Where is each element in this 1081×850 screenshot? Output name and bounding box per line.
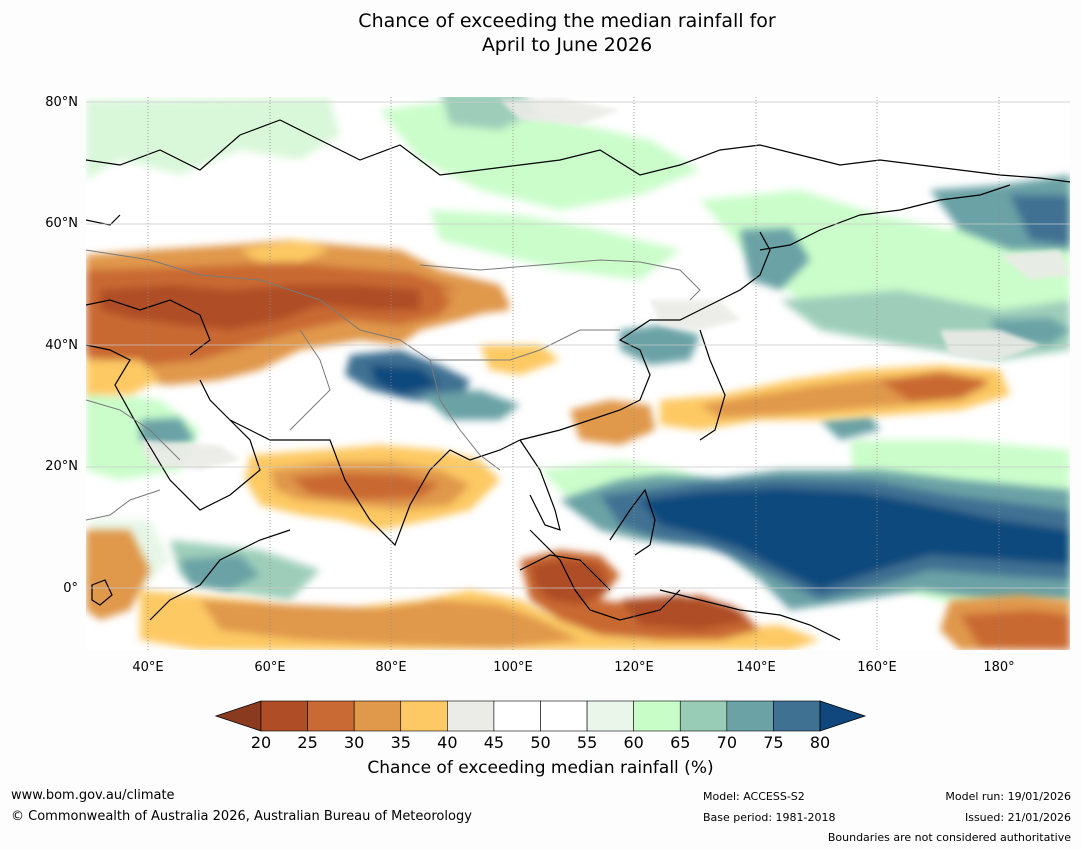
colorbar-tick-label: 75 <box>763 733 784 752</box>
lat-label-80n: 80°N <box>45 95 78 110</box>
colorbar-cell <box>773 700 821 732</box>
map-title: Chance of exceeding the median rainfall … <box>0 9 1081 57</box>
colorbar-cell <box>353 700 402 732</box>
colorbar-cell <box>586 700 634 732</box>
above-median-wet-areas <box>140 175 1070 610</box>
disclaimer-text: Boundaries are not considered authoritat… <box>827 831 1071 844</box>
colorbar-tick-label: 65 <box>670 733 691 752</box>
colorbar-tick-label: 40 <box>437 733 458 752</box>
below-median-dry-areas <box>86 240 1070 650</box>
lon-label-160e: 160°E <box>857 660 897 675</box>
lon-label-80e: 80°E <box>375 660 407 675</box>
lat-label-40n: 40°N <box>45 338 78 353</box>
lon-label-140e: 140°E <box>736 660 776 675</box>
map-title-line2: April to June 2026 <box>481 34 653 56</box>
country-boundaries <box>86 249 701 521</box>
colorbar-tick-label: 60 <box>623 733 644 752</box>
colorbar-cell <box>493 700 541 732</box>
lat-label-20n: 20°N <box>45 459 78 474</box>
colorbar-cell <box>307 700 355 732</box>
colorbar-tick-label: 45 <box>483 733 505 752</box>
colorbar-cell <box>679 700 728 732</box>
colorbar-cell <box>400 700 448 732</box>
lon-label-180: 180° <box>983 660 1015 675</box>
website-link[interactable]: www.bom.gov.au/climate <box>11 788 175 803</box>
issued-text: Issued: 21/01/2026 <box>964 811 1071 824</box>
base-period-text: Base period: 1981-2018 <box>703 811 836 824</box>
colorbar-cells <box>260 700 821 732</box>
model-run-text: Model run: 19/01/2026 <box>945 790 1071 803</box>
colorbar-tick-label: 55 <box>576 733 598 752</box>
lon-label-120e: 120°E <box>614 660 654 675</box>
lon-label-40e: 40°E <box>132 660 164 675</box>
colorbar-tick-label: 20 <box>250 733 272 752</box>
latitude-lines <box>86 101 1070 589</box>
colorbar-tick-label: 50 <box>530 733 551 752</box>
colorbar-cell <box>726 700 774 732</box>
colorbar-over-arrow <box>819 700 867 732</box>
colorbar-cell <box>260 700 308 732</box>
colorbar-tick-label: 70 <box>716 733 737 752</box>
model-text: Model: ACCESS-S2 <box>703 790 805 803</box>
colorbar-tick-label: 30 <box>343 733 365 752</box>
colorbar-tick-label: 80 <box>809 733 831 752</box>
lat-label-60n: 60°N <box>45 216 78 231</box>
colorbar-cell <box>633 700 681 732</box>
lon-label-60e: 60°E <box>254 660 286 675</box>
lat-label-0: 0° <box>63 581 78 596</box>
map-title-line1: Chance of exceeding the median rainfall … <box>358 10 776 32</box>
rainfall-map <box>86 97 1070 650</box>
lon-label-100e: 100°E <box>493 660 533 675</box>
coastlines <box>86 119 1070 641</box>
colorbar-cell <box>447 700 495 732</box>
graticule <box>147 97 1000 650</box>
copyright-text: © Commonwealth of Australia 2026, Austra… <box>11 809 472 824</box>
colorbar-cell <box>540 700 588 732</box>
colorbar-label: Chance of exceeding median rainfall (%) <box>367 758 714 778</box>
colorbar-tick-label: 35 <box>390 733 411 752</box>
colorbar-under-arrow <box>214 700 262 732</box>
near-median-areas <box>140 98 1070 470</box>
colorbar-tick-label: 25 <box>297 733 318 752</box>
